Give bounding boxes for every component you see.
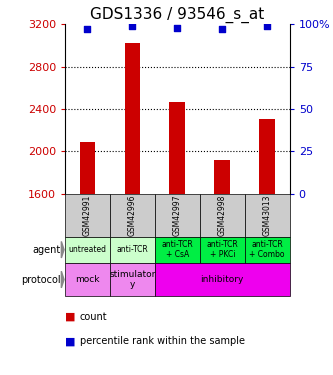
- Text: ■: ■: [65, 336, 76, 346]
- Text: percentile rank within the sample: percentile rank within the sample: [80, 336, 245, 346]
- Text: anti-TCR
+ CsA: anti-TCR + CsA: [162, 240, 193, 260]
- Point: [220, 27, 225, 33]
- Bar: [155, 263, 290, 296]
- Point: [265, 23, 270, 29]
- Bar: [155, 194, 200, 237]
- Bar: [110, 194, 155, 237]
- Text: protocol: protocol: [21, 274, 61, 285]
- Text: GSM42991: GSM42991: [83, 195, 92, 236]
- Bar: [110, 263, 155, 296]
- Bar: [65, 194, 110, 237]
- Bar: [125, 44, 140, 194]
- Text: GSM43013: GSM43013: [263, 194, 272, 236]
- Bar: [214, 160, 230, 194]
- Bar: [245, 194, 290, 237]
- Bar: [200, 194, 245, 237]
- Text: GSM42998: GSM42998: [218, 195, 227, 236]
- Text: GSM42997: GSM42997: [173, 194, 182, 236]
- Text: untreated: untreated: [68, 245, 107, 254]
- Text: ■: ■: [65, 312, 76, 322]
- Bar: [259, 118, 275, 194]
- Text: anti-TCR: anti-TCR: [117, 245, 148, 254]
- Bar: [110, 237, 155, 263]
- Bar: [65, 263, 110, 296]
- Point: [85, 27, 90, 33]
- Polygon shape: [61, 271, 64, 288]
- Bar: [245, 237, 290, 263]
- Bar: [65, 237, 110, 263]
- Text: anti-TCR
+ PKCi: anti-TCR + PKCi: [206, 240, 238, 260]
- Point: [130, 23, 135, 29]
- Bar: [80, 142, 95, 194]
- Bar: [169, 102, 185, 194]
- Text: GSM42996: GSM42996: [128, 194, 137, 236]
- Text: mock: mock: [75, 275, 100, 284]
- Title: GDS1336 / 93546_s_at: GDS1336 / 93546_s_at: [90, 7, 264, 23]
- Text: stimulator
y: stimulator y: [109, 270, 156, 289]
- Bar: [200, 237, 245, 263]
- Point: [175, 25, 180, 31]
- Text: anti-TCR
+ Combo: anti-TCR + Combo: [249, 240, 285, 260]
- Text: inhibitory: inhibitory: [200, 275, 244, 284]
- Text: count: count: [80, 312, 108, 322]
- Bar: [155, 237, 200, 263]
- Text: agent: agent: [32, 245, 61, 255]
- Polygon shape: [61, 242, 64, 258]
